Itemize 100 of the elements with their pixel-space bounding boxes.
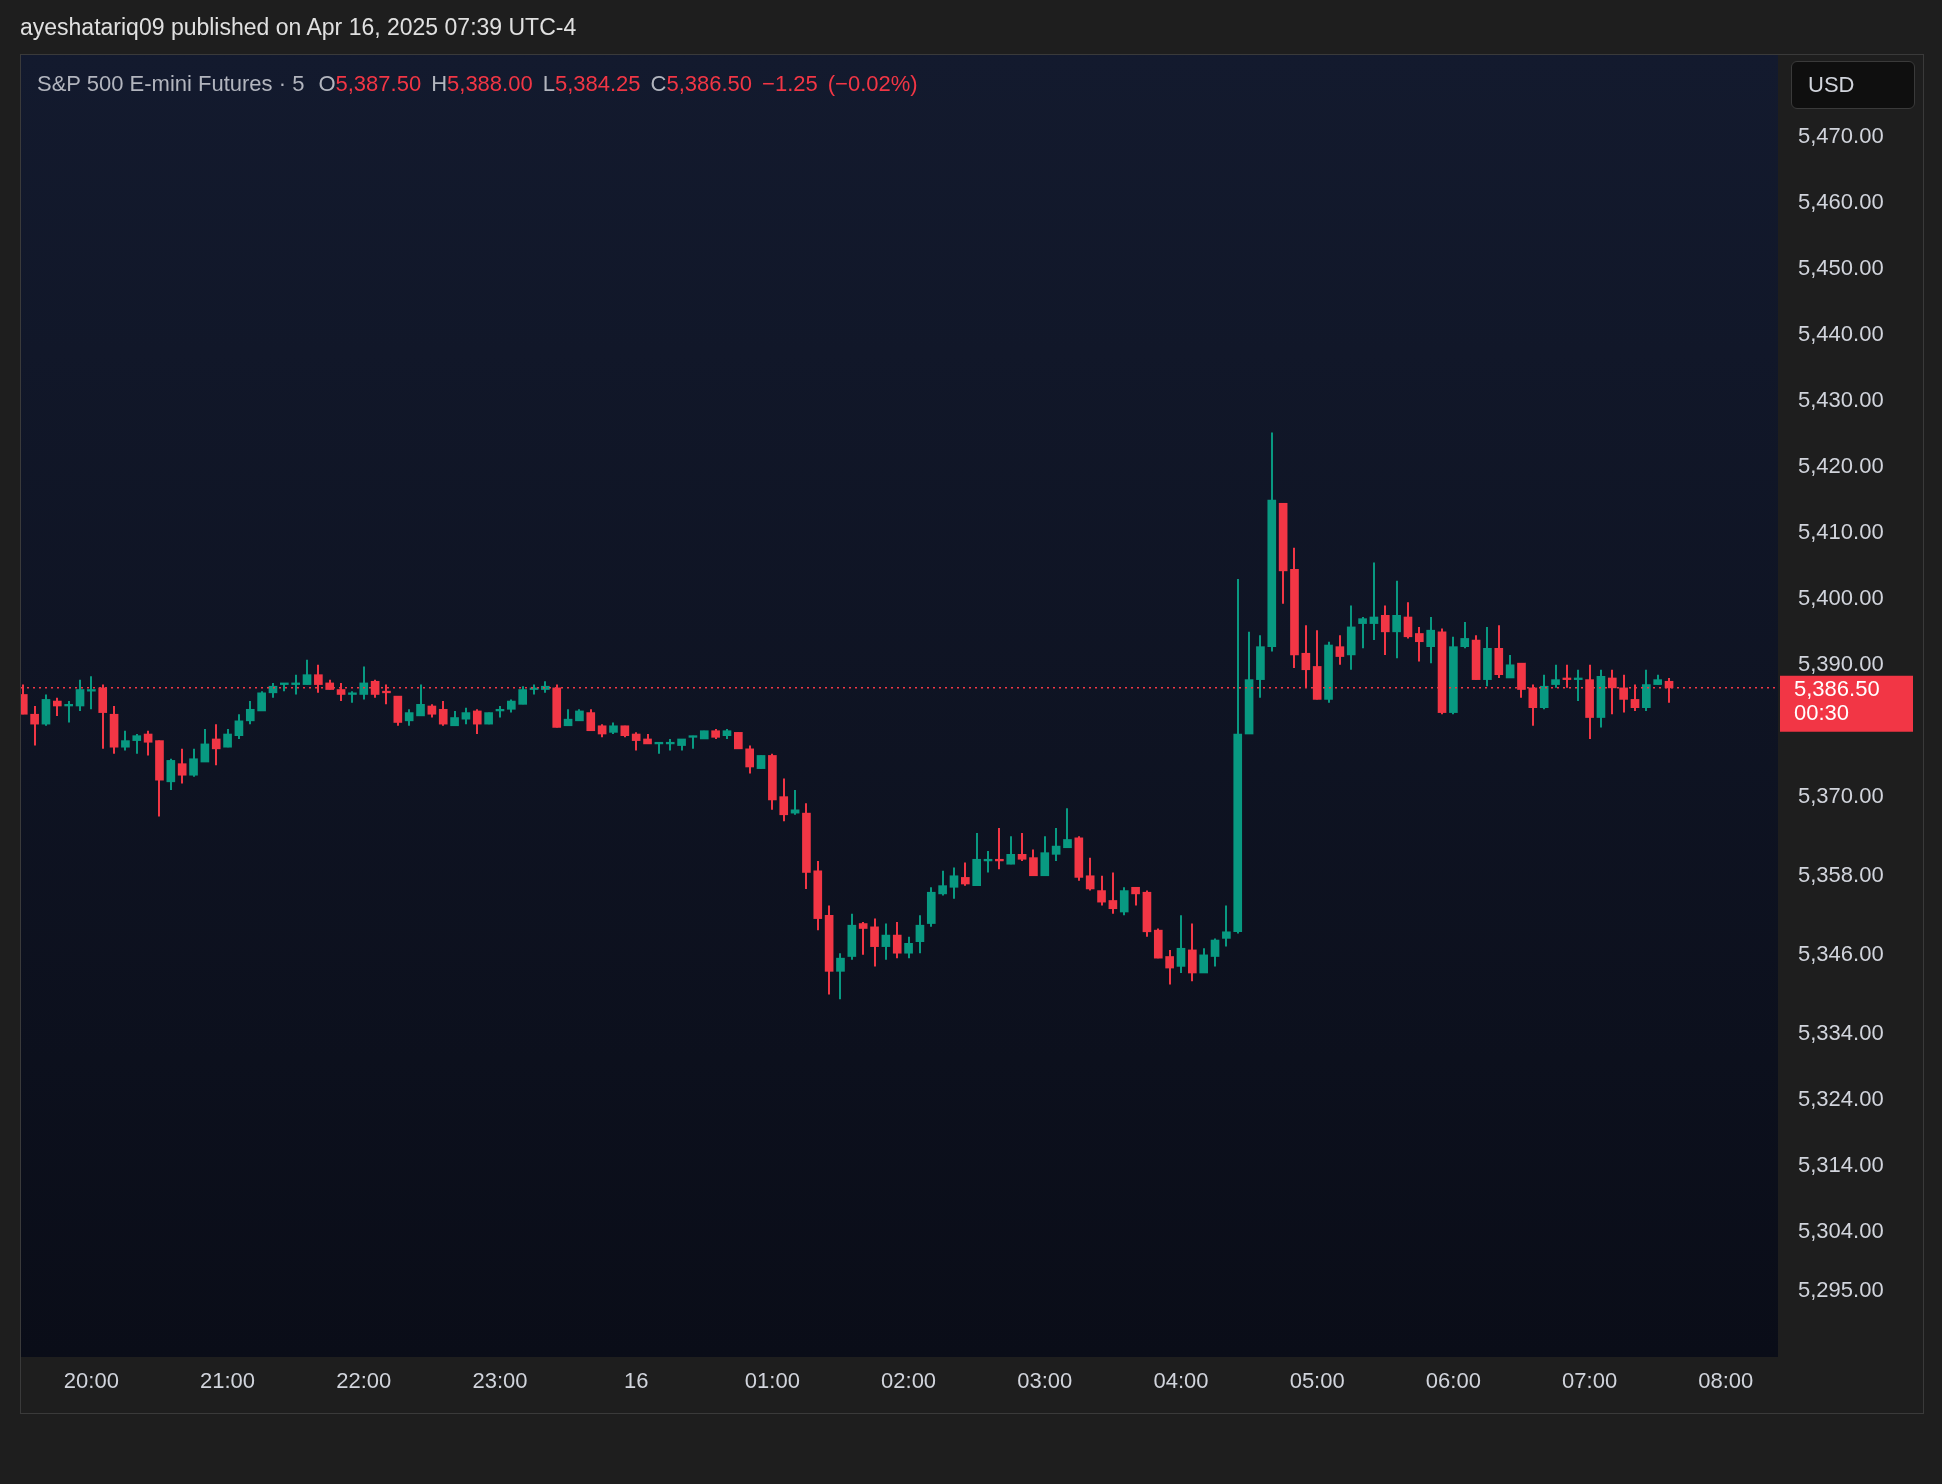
y-tick-label: 5,334.00 xyxy=(1798,1020,1884,1046)
candlestick xyxy=(892,920,902,960)
candlestick xyxy=(1017,831,1027,862)
candlestick xyxy=(1165,948,1174,986)
candlestick xyxy=(257,690,266,712)
text: O5,387.50 H5,388.00 L5,384.25 C5,386.50 −1.25 (−0.02%) xyxy=(318,71,918,96)
candlestick xyxy=(291,673,300,696)
candlestick xyxy=(30,705,39,747)
candlestick xyxy=(1380,604,1390,656)
candlestick xyxy=(472,708,482,736)
candlestick xyxy=(1097,874,1106,907)
candlestick xyxy=(359,665,369,701)
candlestick xyxy=(518,685,528,706)
candlestick xyxy=(143,729,153,757)
candlestick xyxy=(1573,668,1583,703)
candlestick xyxy=(1063,807,1072,849)
candlestick xyxy=(1051,826,1061,862)
y-tick-label: 5,358.00 xyxy=(1798,861,1884,887)
x-tick-label: 08:00 xyxy=(1698,1368,1754,1394)
y-tick-label: 5,390.00 xyxy=(1798,650,1884,676)
candlestick xyxy=(234,713,244,740)
candlestick xyxy=(166,757,176,792)
candlestick xyxy=(1335,634,1345,666)
candlestick xyxy=(52,696,62,717)
candlestick xyxy=(223,728,232,749)
candlestick xyxy=(586,708,596,732)
candlestick xyxy=(1199,947,1209,974)
candlestick xyxy=(1029,848,1038,877)
candlestick xyxy=(938,869,947,897)
y-tick-label: 5,410.00 xyxy=(1798,519,1884,545)
candlestick xyxy=(245,700,255,726)
candlestick xyxy=(1358,616,1367,650)
candlestick xyxy=(211,723,221,767)
candlestick xyxy=(1006,835,1016,866)
x-tick-label: 22:00 xyxy=(336,1368,392,1394)
x-tick-label: 23:00 xyxy=(472,1368,528,1394)
x-tick-label: 20:00 xyxy=(63,1368,119,1394)
candlestick xyxy=(915,914,925,955)
candlestick xyxy=(881,922,891,961)
x-tick-label: 06:00 xyxy=(1425,1368,1481,1394)
candlestick xyxy=(1188,922,1197,983)
text: S&P 500 E-mini Futures · 5 xyxy=(37,71,305,96)
y-tick-label: 5,470.00 xyxy=(1798,123,1884,149)
candlestick xyxy=(1119,886,1129,917)
x-tick-label: 21:00 xyxy=(200,1368,256,1394)
y-tick-label: 5,295.00 xyxy=(1798,1277,1884,1303)
candlestick xyxy=(949,866,959,900)
text: ayeshatariq09 published on Apr 16, 2025 07:39 UTC-4 xyxy=(20,14,577,41)
x-tick-label: 03:00 xyxy=(1017,1368,1073,1394)
candlestick xyxy=(1108,871,1118,915)
x-tick-label: 01:00 xyxy=(744,1368,800,1394)
candlestick xyxy=(189,747,198,778)
candlestick xyxy=(87,675,96,711)
y-tick-label: 5,370.00 xyxy=(1798,782,1884,808)
candlestick xyxy=(1505,653,1515,679)
candlestick xyxy=(121,729,130,752)
y-tick-label: 5,460.00 xyxy=(1798,189,1884,215)
y-tick-label: 5,324.00 xyxy=(1798,1085,1884,1111)
candlestick xyxy=(1642,668,1651,712)
candlestick xyxy=(836,952,845,1001)
y-tick-label: 5,304.00 xyxy=(1798,1217,1884,1243)
candlestick xyxy=(1176,914,1186,974)
candlestick xyxy=(1210,937,1220,968)
y-tick-label: 5,450.00 xyxy=(1798,255,1884,281)
candlestick xyxy=(858,920,868,956)
candlestick xyxy=(631,731,641,752)
ref-line-label: 5,386.50 00:30 xyxy=(1794,675,1880,725)
candlestick xyxy=(416,683,425,717)
candlestick xyxy=(904,935,913,960)
candlestick xyxy=(1426,616,1436,665)
x-tick-label: 04:00 xyxy=(1153,1368,1209,1394)
y-tick-label: 5,430.00 xyxy=(1798,387,1884,413)
candlestick xyxy=(995,826,1004,871)
x-tick-label: 05:00 xyxy=(1289,1368,1345,1394)
candlestick xyxy=(1551,663,1560,689)
text: USD xyxy=(1791,61,1915,109)
candlestick xyxy=(961,861,970,887)
candlestick xyxy=(75,678,85,712)
candlestick xyxy=(132,733,142,755)
candlestick xyxy=(177,747,187,785)
x-tick-label: 02:00 xyxy=(881,1368,937,1394)
candlestick xyxy=(1040,835,1050,877)
candlestick xyxy=(1460,620,1470,650)
candlestick xyxy=(745,744,755,775)
candlestick xyxy=(1131,886,1140,907)
candlestick xyxy=(1222,904,1231,948)
x-tick-label: 07:00 xyxy=(1562,1368,1618,1394)
x-tick-label: 16 xyxy=(623,1368,649,1394)
y-tick-label: 5,420.00 xyxy=(1798,453,1884,479)
candlestick xyxy=(438,700,448,727)
candlestick xyxy=(64,700,73,724)
candlestick xyxy=(1392,579,1401,660)
y-tick-label: 5,400.00 xyxy=(1798,584,1884,610)
candlestick xyxy=(1415,625,1424,663)
candlestick xyxy=(302,658,312,686)
y-tick-label: 5,440.00 xyxy=(1798,321,1884,347)
y-tick-label: 5,314.00 xyxy=(1798,1151,1884,1177)
candlestick xyxy=(870,917,879,968)
candlestick xyxy=(1085,856,1095,892)
candlestick xyxy=(1539,673,1549,711)
